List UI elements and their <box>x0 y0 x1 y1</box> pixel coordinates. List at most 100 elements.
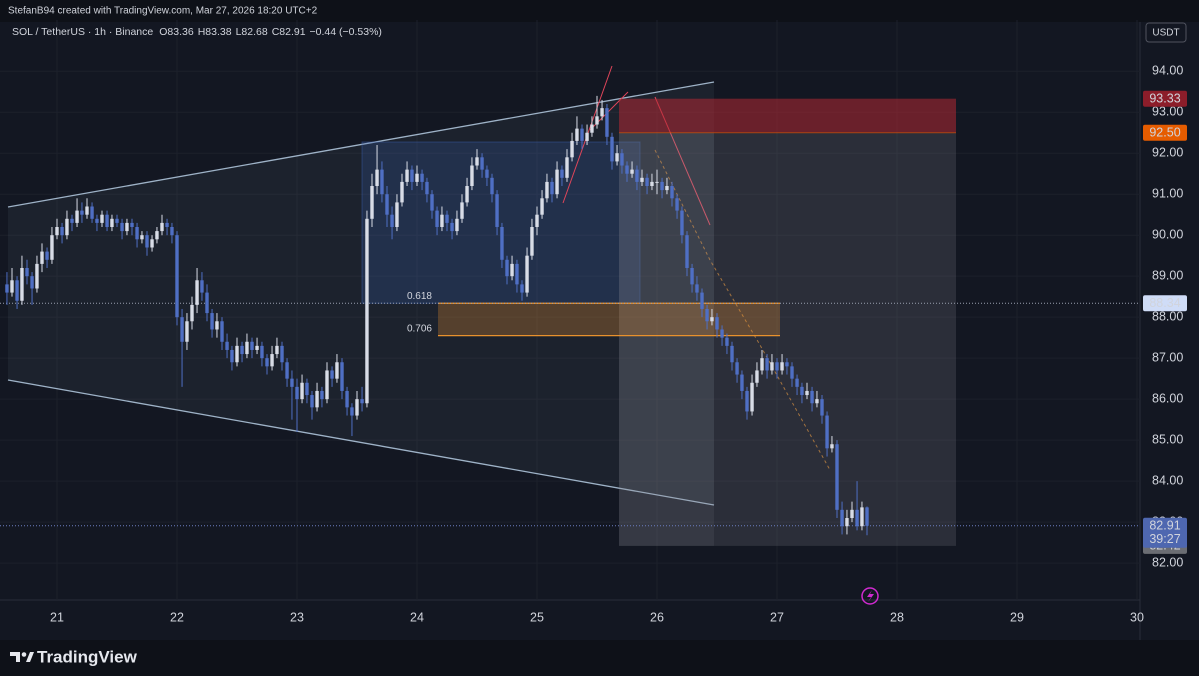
candle-body <box>385 194 389 215</box>
candle-body <box>430 194 434 211</box>
candle-body <box>830 444 834 449</box>
candle-body <box>90 206 94 219</box>
level-price-tag: 88.34 <box>1149 296 1180 310</box>
candle-body <box>355 399 359 416</box>
candle-body <box>210 313 214 330</box>
candle-body <box>645 177 649 187</box>
target-zone <box>619 132 956 546</box>
level-price-tag-box <box>1143 295 1187 312</box>
fib-zone <box>438 303 780 336</box>
symbol-title: SOL / TetherUS · 1h · Binance <box>12 26 153 38</box>
candle-body <box>635 169 639 182</box>
candle-body <box>520 284 524 293</box>
candle-body <box>535 214 539 227</box>
candle-body <box>165 222 169 227</box>
candle-body <box>315 390 319 408</box>
candle-body <box>10 280 14 293</box>
candle-body <box>265 358 269 367</box>
drawings: 0.618 0.706 <box>0 65 1140 546</box>
candle-body <box>735 362 739 375</box>
projection-path <box>654 149 831 471</box>
candle-body <box>500 226 504 260</box>
x-tick-label: 25 <box>530 610 544 624</box>
ohlc-value: L82.68 <box>236 26 268 38</box>
y-tick-label: 87.00 <box>1152 350 1183 364</box>
ohlc-value: H83.38 <box>198 26 232 38</box>
candle-body <box>860 507 864 527</box>
stop-price-tag: 93.33 <box>1149 91 1180 105</box>
candle-body <box>570 140 574 158</box>
event-icon[interactable] <box>861 587 879 605</box>
candle-body <box>205 292 209 314</box>
x-tick-label: 29 <box>1010 610 1024 624</box>
candle-body <box>785 362 789 367</box>
candle-body <box>100 214 104 223</box>
candle-body <box>770 362 774 371</box>
y-tick-label: 86.00 <box>1152 391 1183 405</box>
candle-body <box>655 181 659 183</box>
candle-body <box>690 267 694 285</box>
y-tick-label: 91.00 <box>1152 187 1183 201</box>
candle-body <box>685 235 689 268</box>
candle-body <box>465 186 469 203</box>
candle-body <box>595 116 599 125</box>
ohlc-value: C82.91 <box>272 26 306 38</box>
candle-body <box>810 390 814 404</box>
candle-body <box>110 218 114 227</box>
candle-body <box>510 263 514 277</box>
candle-body <box>340 362 344 391</box>
candle-body <box>360 399 364 404</box>
candle-body <box>470 165 474 187</box>
candle-body <box>835 444 839 510</box>
brand: TradingView <box>37 647 138 666</box>
candle-body <box>555 169 559 195</box>
candle-body <box>35 263 39 289</box>
candle-body <box>420 173 424 182</box>
candle-body <box>305 382 309 396</box>
candle-body <box>380 169 384 195</box>
candle-body <box>75 210 79 223</box>
candle-body <box>505 259 509 277</box>
candle-body <box>390 214 394 227</box>
candle-body <box>445 214 449 223</box>
candle-body <box>30 276 34 289</box>
candle-body <box>755 370 759 383</box>
candle-body <box>660 181 664 191</box>
candle-body <box>460 202 464 219</box>
candle-body <box>795 378 799 387</box>
candle-body <box>670 186 674 199</box>
candle-body <box>145 235 149 248</box>
candle-body <box>525 255 529 293</box>
candle-body <box>840 509 844 527</box>
candle-body <box>740 374 744 391</box>
candle-body <box>515 263 519 285</box>
candle-body <box>545 181 549 199</box>
candle-body <box>200 280 204 293</box>
candle-body <box>625 165 629 174</box>
entry-price-tag: 92.50 <box>1149 126 1180 140</box>
candle-body <box>285 362 289 379</box>
candle-body <box>295 386 299 400</box>
caption-bar <box>0 0 1199 22</box>
candle-body <box>765 358 769 371</box>
candle-body <box>60 226 64 236</box>
candle-body <box>825 415 829 449</box>
candle-body <box>730 345 734 363</box>
candle-body <box>675 198 679 211</box>
candle-body <box>5 284 9 293</box>
y-tick-label: 93.00 <box>1152 105 1183 119</box>
candle-body <box>185 321 189 342</box>
stop-price-tag-box <box>1143 90 1187 107</box>
candle-body <box>560 169 564 178</box>
x-tick-label: 28 <box>890 610 904 624</box>
candle-body <box>105 214 109 227</box>
candle-body <box>395 202 399 227</box>
candle-body <box>820 399 824 416</box>
candle-body <box>585 132 589 141</box>
plot <box>5 95 869 536</box>
candle-body <box>480 157 484 170</box>
candle-body <box>250 341 254 350</box>
caption: StefanB94 created with TradingView.com, … <box>8 6 318 17</box>
candle-body <box>855 509 859 527</box>
